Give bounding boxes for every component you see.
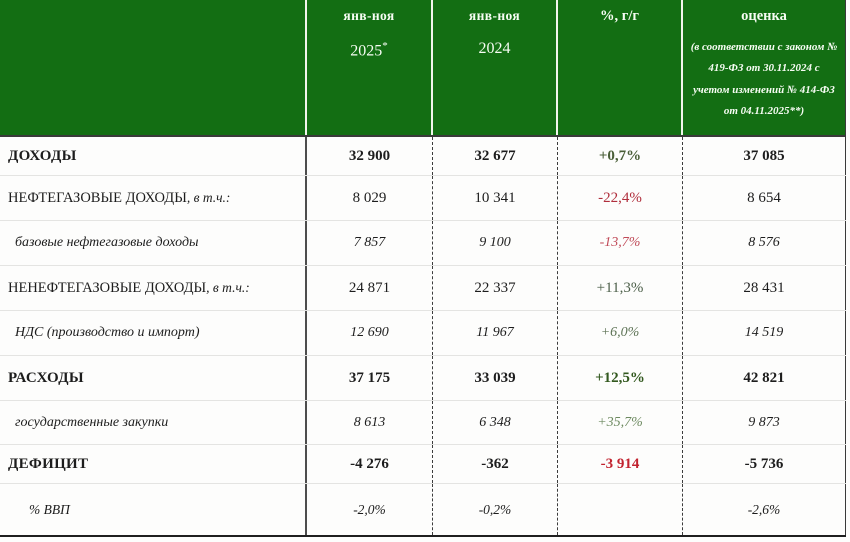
value-estimate: 8 654	[683, 176, 846, 220]
table-row-expenditures: РАСХОДЫ 37 175 33 039 +12,5% 42 821	[0, 356, 846, 401]
value-2024: -0,2%	[433, 484, 558, 535]
value-estimate: 9 873	[683, 401, 846, 444]
table-row-oil-gas-revenues: НЕФТЕГАЗОВЫЕ ДОХОДЫ, в т.ч.: 8 029 10 34…	[0, 176, 846, 221]
value-yoy	[558, 484, 683, 535]
value-estimate: 42 821	[683, 356, 846, 400]
value-2025: 8 029	[307, 176, 433, 220]
value-2025: 7 857	[307, 221, 433, 265]
header-year-2025: 2025*	[350, 40, 388, 60]
table-row-revenues: ДОХОДЫ 32 900 32 677 +0,7% 37 085	[0, 137, 846, 176]
row-label: РАСХОДЫ	[0, 356, 307, 400]
row-label: НЕНЕФТЕГАЗОВЫЕ ДОХОДЫ, в т.ч.:	[0, 266, 307, 310]
row-label: НДС (производство и импорт)	[0, 311, 307, 355]
header-period-2025: янв-ноя	[343, 8, 395, 23]
table-row-pct-gdp: % ВВП -2,0% -0,2% -2,6%	[0, 484, 846, 535]
table-row-deficit: ДЕФИЦИТ -4 276 -362 -3 914 -5 736	[0, 445, 846, 484]
value-yoy: +12,5%	[558, 356, 683, 400]
header-estimate-note: (в соответствии с законом № 419-ФЗ от 30…	[690, 41, 838, 118]
row-label: базовые нефтегазовые доходы	[0, 221, 307, 265]
row-label: государственные закупки	[0, 401, 307, 444]
value-2024: 32 677	[433, 137, 558, 175]
footnote-asterisk: *	[382, 40, 388, 52]
value-yoy: +35,7%	[558, 401, 683, 444]
value-estimate: 14 519	[683, 311, 846, 355]
value-yoy: +0,7%	[558, 137, 683, 175]
value-2024: -362	[433, 445, 558, 483]
value-2025: 8 613	[307, 401, 433, 444]
header-year-2024: 2024	[478, 40, 511, 57]
table-row-base-oil-gas: базовые нефтегазовые доходы 7 857 9 100 …	[0, 221, 846, 266]
header-yoy-title: %, г/г	[600, 8, 639, 24]
header-col-2025: янв-ноя 2025*	[307, 0, 433, 135]
value-yoy: +6,0%	[558, 311, 683, 355]
value-estimate: 8 576	[683, 221, 846, 265]
value-2024: 11 967	[433, 311, 558, 355]
header-period-2024: янв-ноя	[468, 8, 521, 23]
value-estimate: 37 085	[683, 137, 846, 175]
value-2025: -2,0%	[307, 484, 433, 535]
row-label: ДЕФИЦИТ	[0, 445, 307, 483]
row-label: ДОХОДЫ	[0, 137, 307, 175]
table-row-vat: НДС (производство и импорт) 12 690 11 96…	[0, 311, 846, 356]
table-body: ДОХОДЫ 32 900 32 677 +0,7% 37 085 НЕФТЕГ…	[0, 137, 846, 535]
row-label: НЕФТЕГАЗОВЫЕ ДОХОДЫ, в т.ч.:	[0, 176, 307, 220]
table-row-state-procurement: государственные закупки 8 613 6 348 +35,…	[0, 401, 846, 445]
value-yoy: +11,3%	[558, 266, 683, 310]
header-empty-cell	[0, 0, 307, 135]
header-col-estimate: оценка (в соответствии с законом № 419-Ф…	[683, 0, 846, 135]
table-row-non-oil-gas-revenues: НЕНЕФТЕГАЗОВЫЕ ДОХОДЫ, в т.ч.: 24 871 22…	[0, 266, 846, 311]
header-estimate-title: оценка	[741, 8, 787, 24]
value-yoy: -22,4%	[558, 176, 683, 220]
header-col-yoy: %, г/г	[558, 0, 683, 135]
value-estimate: -5 736	[683, 445, 846, 483]
header-col-2024: янв-ноя 2024	[433, 0, 558, 135]
value-2025: -4 276	[307, 445, 433, 483]
row-label: % ВВП	[0, 484, 307, 535]
value-2024: 9 100	[433, 221, 558, 265]
value-2025: 24 871	[307, 266, 433, 310]
value-2025: 37 175	[307, 356, 433, 400]
table-header: янв-ноя 2025* янв-ноя 2024 %, г/г оценка…	[0, 0, 846, 137]
value-yoy: -13,7%	[558, 221, 683, 265]
value-2025: 32 900	[307, 137, 433, 175]
value-2024: 6 348	[433, 401, 558, 444]
value-estimate: 28 431	[683, 266, 846, 310]
value-yoy: -3 914	[558, 445, 683, 483]
value-estimate: -2,6%	[683, 484, 846, 535]
value-2025: 12 690	[307, 311, 433, 355]
value-2024: 33 039	[433, 356, 558, 400]
value-2024: 10 341	[433, 176, 558, 220]
value-2024: 22 337	[433, 266, 558, 310]
